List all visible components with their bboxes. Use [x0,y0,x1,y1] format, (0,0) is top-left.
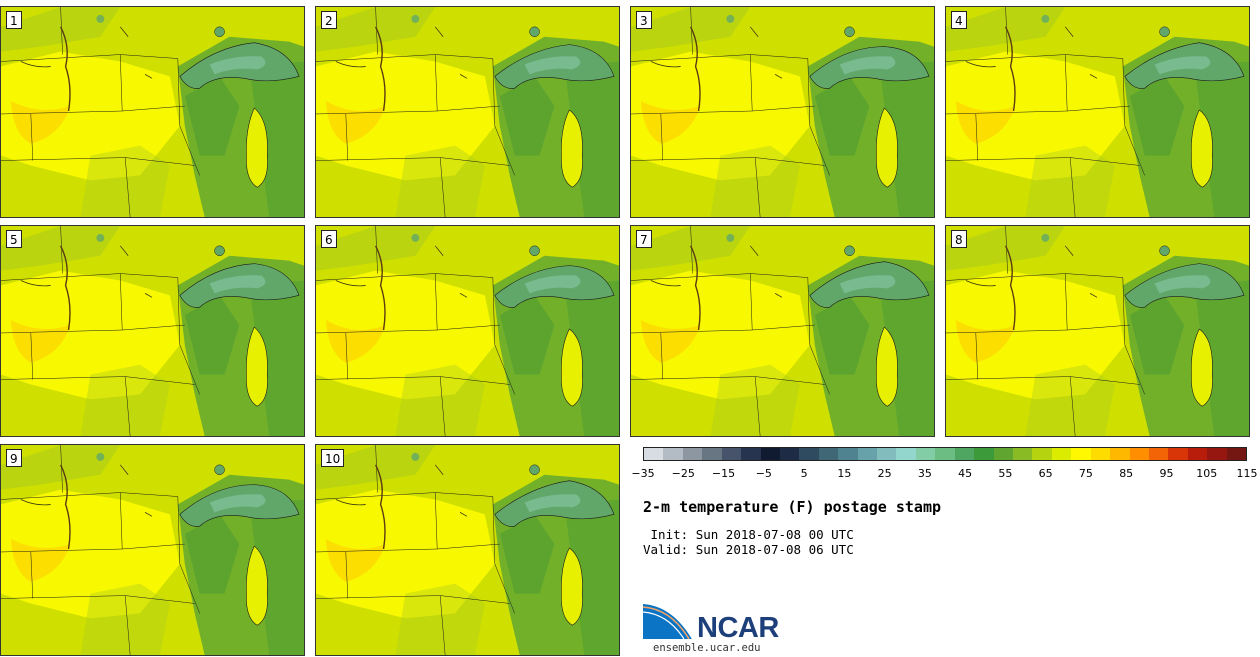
footer-url: ensemble.ucar.edu [653,642,761,654]
init-label: Init: [643,527,689,542]
temperature-colorbar [643,447,1247,461]
member-number-label: 1 [6,11,22,29]
colorbar-swatch [741,448,761,460]
colorbar-tick-label: 5 [800,467,808,480]
ensemble-member-map: 9 [0,444,305,656]
valid-label: Valid: [643,542,689,557]
colorbar-tick-label: 95 [1159,467,1174,480]
colorbar-swatch [1051,448,1072,460]
colorbar-swatch [1090,448,1111,460]
ensemble-member-map: 3 [630,6,935,218]
colorbar-tick-label: −15 [711,467,736,480]
colorbar-swatch [721,448,742,460]
ensemble-member-map: 1 [0,6,305,218]
ensemble-member-map: 10 [315,444,620,656]
colorbar-tick-label: 65 [1038,467,1053,480]
member-number-label: 9 [6,449,22,467]
colorbar-tick-label: 55 [998,467,1013,480]
colorbar-swatch [760,448,780,460]
colorbar-tick-label: 45 [958,467,973,480]
ncar-logo-icon [643,602,694,640]
ensemble-member-map: 7 [630,225,935,437]
colorbar-tick-label: 105 [1196,467,1218,480]
member-number-label: 7 [636,230,652,248]
colorbar-swatch [1032,448,1052,460]
colorbar-tick-label: −35 [631,467,655,480]
init-time: Sun 2018-07-08 00 UTC [695,527,854,542]
ensemble-member-map: 8 [945,225,1250,437]
colorbar-swatch [1110,448,1130,460]
member-number-label: 6 [321,230,337,248]
colorbar-swatch [1187,448,1208,460]
colorbar-swatch [993,448,1014,460]
colorbar-tick-label: −25 [671,467,695,480]
valid-time: Sun 2018-07-08 06 UTC [695,542,854,557]
ensemble-member-map: 4 [945,6,1250,218]
ncar-logo-text: NCAR [697,612,779,644]
colorbar-swatch [644,448,664,460]
colorbar-swatch [877,448,897,460]
member-number-label: 4 [951,11,967,29]
colorbar-swatch [1148,448,1169,460]
ensemble-member-map: 6 [315,225,620,437]
valid-time-line: Valid: Sun 2018-07-08 06 UTC [643,542,854,557]
colorbar-swatch [779,448,800,460]
member-number-label: 5 [6,230,22,248]
colorbar-swatch [1129,448,1149,460]
colorbar-tick-label: −5 [755,467,772,480]
colorbar-swatch [915,448,936,460]
member-number-label: 10 [321,449,345,467]
colorbar-swatch [857,448,878,460]
colorbar-swatch [799,448,819,460]
colorbar-swatch [663,448,683,460]
colorbar-swatch [974,448,994,460]
colorbar-swatch [1168,448,1188,460]
colorbar-swatch [1226,448,1247,460]
colorbar-swatch [1207,448,1227,460]
colorbar-tick-label: 15 [837,467,852,480]
colorbar-tick-label: 25 [877,467,892,480]
plot-title: 2-m temperature (F) postage stamp [643,498,942,516]
colorbar-tick-label: 35 [917,467,932,480]
member-number-label: 8 [951,230,967,248]
ensemble-member-map: 2 [315,6,620,218]
colorbar-swatch [702,448,722,460]
member-number-label: 2 [321,11,337,29]
colorbar-ticks: −35 −25 −15 −5 5 15 25 35 45 55 65 75 85 95 105 115 [631,467,1257,483]
colorbar-swatch [818,448,839,460]
colorbar-tick-label: 75 [1078,467,1093,480]
colorbar-swatch [838,448,858,460]
member-number-label: 3 [636,11,652,29]
colorbar-tick-label: 115 [1236,467,1258,480]
init-time-line: Init: Sun 2018-07-08 00 UTC [643,527,854,542]
colorbar-swatch [935,448,955,460]
ensemble-member-map: 5 [0,225,305,437]
colorbar-swatch [1013,448,1033,460]
colorbar-swatch [896,448,916,460]
colorbar-swatch [682,448,703,460]
colorbar-swatch [954,448,975,460]
colorbar-swatch [1071,448,1091,460]
colorbar-tick-label: 85 [1119,467,1134,480]
